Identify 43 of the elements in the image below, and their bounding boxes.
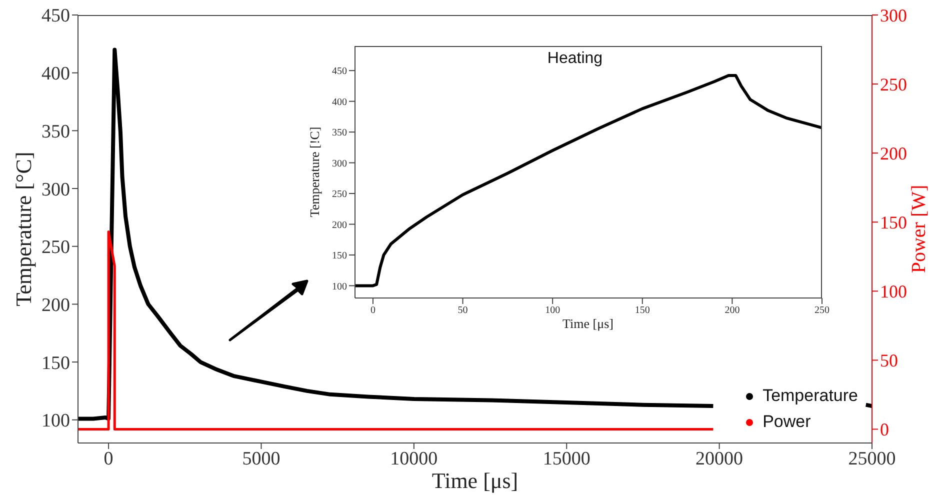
y-tick-label: 450 <box>42 6 70 27</box>
y-tick-label: 100 <box>332 281 347 292</box>
y-tick-label: 450 <box>332 66 347 78</box>
x-tick-label: 15000 <box>542 448 590 470</box>
y-tick-label: 150 <box>42 352 70 374</box>
y-tick-label: 300 <box>332 158 347 170</box>
x-tick-label: 10000 <box>390 448 438 470</box>
x-tick-label: 0 <box>104 448 114 470</box>
legend-label: Power <box>762 411 811 433</box>
y2-tick-label: 0 <box>880 420 889 440</box>
y2-tick-label: 300 <box>880 5 907 26</box>
x-axis-title: Time [μs] <box>562 316 614 332</box>
y-tick-label: 200 <box>332 220 347 231</box>
y2-tick-label: 200 <box>880 143 907 164</box>
legend-label: Temperature <box>762 385 858 407</box>
x-tick-label: 150 <box>634 305 650 316</box>
y-axis-title: Temperature [°C] <box>10 152 37 306</box>
y-tick-label: 350 <box>332 128 347 139</box>
y-tick-label: 100 <box>42 410 70 432</box>
y2-axis-title: Power [W] <box>907 184 930 274</box>
x-axis-title: Time [μs] <box>432 468 518 494</box>
y2-tick-label: 150 <box>880 212 907 232</box>
x-tick-label: 50 <box>458 305 468 316</box>
y-tick-label: 400 <box>332 96 347 108</box>
x-tick-label: 20000 <box>696 448 744 470</box>
y-tick-label: 350 <box>42 121 70 142</box>
line-series <box>355 74 822 288</box>
y-tick-label: 250 <box>42 237 70 258</box>
y-tick-label: 250 <box>332 189 347 200</box>
y-axis-title: Temperature [!C] <box>307 126 323 218</box>
x-tick-label: 250 <box>814 305 830 316</box>
x-tick-label: 5000 <box>242 448 280 470</box>
y-tick-label: 400 <box>42 64 70 85</box>
x-tick-label: 25000 <box>848 448 896 470</box>
y2-tick-label: 250 <box>880 74 907 94</box>
x-tick-label: 100 <box>545 305 560 316</box>
y-tick-label: 150 <box>332 250 347 262</box>
y2-tick-label: 50 <box>880 350 898 371</box>
x-tick-label: 200 <box>724 305 740 316</box>
y-tick-label: 300 <box>42 179 70 200</box>
x-tick-label: 0 <box>370 305 376 316</box>
chart-title: Heating <box>546 50 604 68</box>
y2-tick-label: 100 <box>880 282 907 302</box>
